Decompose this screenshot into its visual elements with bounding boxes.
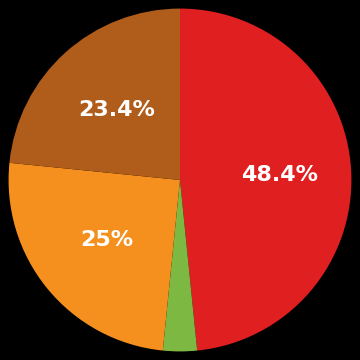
- Text: 23.4%: 23.4%: [78, 100, 155, 120]
- Wedge shape: [9, 163, 180, 351]
- Text: 48.4%: 48.4%: [241, 165, 318, 185]
- Wedge shape: [9, 9, 180, 180]
- Wedge shape: [180, 9, 351, 351]
- Wedge shape: [163, 180, 197, 351]
- Text: 25%: 25%: [80, 230, 134, 249]
